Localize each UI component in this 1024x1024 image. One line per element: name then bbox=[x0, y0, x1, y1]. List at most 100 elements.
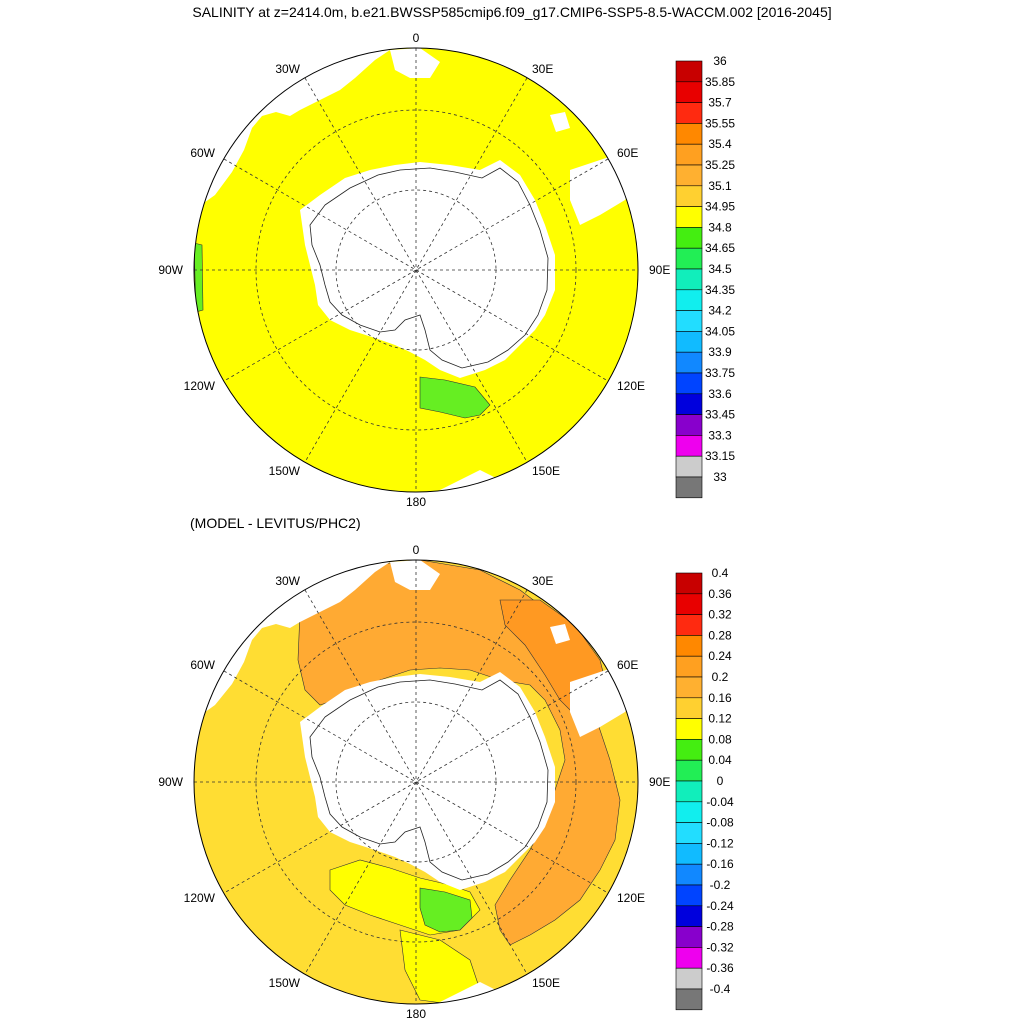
top-colorbar-swatch bbox=[675, 476, 703, 499]
bottom-colorbar-label: 0 bbox=[717, 774, 724, 788]
top-map: 0 30E 60E 90E 120E 150E 180 150W 120W 90… bbox=[158, 31, 670, 509]
top-colorbar-swatch bbox=[675, 185, 703, 207]
top-colorbar-label: 33.15 bbox=[705, 449, 735, 463]
top-map-graticule bbox=[194, 48, 638, 492]
bottom-colorbar-label: -0.28 bbox=[706, 920, 734, 934]
top-lon-150w: 150W bbox=[269, 464, 301, 478]
top-lon-150e: 150E bbox=[532, 464, 560, 478]
top-colorbar-swatch bbox=[675, 247, 703, 270]
bottom-colorbar-swatch bbox=[675, 843, 703, 865]
bottom-colorbar-swatch bbox=[675, 801, 703, 823]
bottom-colorbar-label: 0.12 bbox=[708, 712, 732, 726]
top-lon-0: 0 bbox=[413, 31, 420, 45]
figure-title: SALINITY at z=2414.0m, b.e21.BWSSP585cmi… bbox=[192, 4, 832, 20]
top-map-land-southamerica bbox=[194, 48, 390, 210]
bottom-colorbar-swatch bbox=[675, 822, 703, 844]
bot-lon-90w: 90W bbox=[158, 775, 183, 789]
top-colorbar-label: 35.4 bbox=[708, 137, 732, 151]
top-colorbar-swatch bbox=[675, 206, 703, 228]
bottom-map-coastline bbox=[309, 679, 549, 881]
bottom-colorbar-label: 0.16 bbox=[708, 691, 732, 705]
bottom-colorbar-label: 0.28 bbox=[708, 628, 732, 642]
top-colorbar-label: 34.5 bbox=[708, 262, 732, 276]
top-map-land-atlantic-gap bbox=[390, 48, 440, 78]
bot-lon-120w: 120W bbox=[184, 891, 216, 905]
top-colorbar-label: 33 bbox=[713, 470, 727, 484]
top-colorbar-label: 36 bbox=[713, 54, 727, 68]
top-colorbar-label: 33.6 bbox=[708, 387, 732, 401]
top-colorbar-label: 35.25 bbox=[705, 158, 735, 172]
top-lon-90w: 90W bbox=[158, 263, 183, 277]
top-colorbar-swatch bbox=[675, 102, 703, 124]
bot-lon-60w: 60W bbox=[190, 658, 215, 672]
top-colorbar: 36 35.85 35.7 35.55 35.4 35.25 35.1 34.95 34.8 34… bbox=[675, 54, 735, 499]
bottom-colorbar: 0.4 0.36 0.32 0.28 0.24 0.2 0.16 0.12 0.08 0.04 0 -… bbox=[675, 566, 734, 1011]
bottom-map-land-southamerica bbox=[194, 560, 390, 720]
top-lon-120w: 120W bbox=[184, 379, 216, 393]
bottom-colorbar-label: 0.32 bbox=[708, 608, 732, 622]
bottom-colorbar-label: 0.4 bbox=[712, 566, 729, 580]
bottom-colorbar-label: 0.08 bbox=[708, 732, 732, 746]
bottom-colorbar-swatch bbox=[675, 967, 703, 990]
bottom-colorbar-label: -0.24 bbox=[706, 899, 734, 913]
top-lon-90e: 90E bbox=[649, 263, 670, 277]
bottom-colorbar-label: -0.04 bbox=[706, 795, 734, 809]
top-colorbar-label: 34.65 bbox=[705, 241, 735, 255]
bottom-map-subtitle: (MODEL - LEVITUS/PHC2) bbox=[190, 515, 361, 531]
top-lon-60e: 60E bbox=[617, 146, 638, 160]
bottom-colorbar-label: -0.4 bbox=[710, 982, 731, 996]
bottom-colorbar-label: 0.04 bbox=[708, 753, 732, 767]
top-colorbar-swatch bbox=[675, 60, 703, 83]
bottom-colorbar-swatch bbox=[675, 759, 703, 782]
top-colorbar-swatch bbox=[675, 372, 703, 395]
bot-lon-30e: 30E bbox=[532, 574, 553, 588]
bot-lon-60e: 60E bbox=[617, 658, 638, 672]
bottom-map-antarctica bbox=[300, 672, 555, 890]
top-colorbar-label: 33.3 bbox=[708, 428, 732, 442]
top-lon-120e: 120E bbox=[617, 379, 645, 393]
top-colorbar-swatch bbox=[675, 164, 703, 187]
bottom-colorbar-swatch bbox=[675, 863, 703, 886]
bot-lon-120e: 120E bbox=[617, 891, 645, 905]
bottom-map: 0 30E 60E 90E 120E 150E 180 150W 120W 90… bbox=[158, 543, 670, 1021]
top-colorbar-swatch bbox=[675, 393, 703, 415]
bottom-colorbar-label: -0.32 bbox=[706, 940, 734, 954]
bottom-map-island bbox=[550, 624, 570, 644]
top-colorbar-label: 33.9 bbox=[708, 345, 732, 359]
top-colorbar-label: 33.45 bbox=[705, 408, 735, 422]
bottom-map-green-ross bbox=[419, 887, 473, 933]
bot-lon-90e: 90E bbox=[649, 775, 670, 789]
top-map-green-west bbox=[194, 242, 204, 313]
top-map-coastline bbox=[309, 167, 549, 369]
top-map-antarctica bbox=[300, 160, 555, 378]
top-colorbar-label: 35.7 bbox=[708, 96, 732, 110]
top-colorbar-swatch bbox=[675, 331, 703, 353]
bottom-colorbar-swatch bbox=[675, 655, 703, 678]
bottom-map-frame bbox=[193, 559, 639, 1005]
top-colorbar-swatch bbox=[675, 81, 703, 103]
bottom-colorbar-swatch bbox=[675, 697, 703, 719]
bottom-colorbar-swatch bbox=[675, 572, 703, 595]
top-colorbar-swatch bbox=[675, 414, 703, 436]
top-lon-30w: 30W bbox=[275, 62, 300, 76]
bottom-colorbar-swatch bbox=[675, 905, 703, 927]
top-colorbar-label: 34.05 bbox=[705, 324, 735, 338]
bot-lon-0: 0 bbox=[413, 543, 420, 557]
bottom-colorbar-label: -0.08 bbox=[706, 816, 734, 830]
bottom-colorbar-swatch bbox=[675, 780, 703, 803]
bot-lon-180: 180 bbox=[406, 1007, 426, 1021]
bottom-colorbar-swatch bbox=[675, 718, 703, 740]
top-lon-60w: 60W bbox=[190, 146, 215, 160]
top-colorbar-swatch bbox=[675, 227, 703, 249]
bottom-colorbar-label: 0.24 bbox=[708, 649, 732, 663]
top-map-island bbox=[550, 112, 570, 132]
bottom-colorbar-swatch bbox=[675, 739, 703, 761]
top-colorbar-swatch bbox=[675, 310, 703, 332]
top-colorbar-label: 33.75 bbox=[705, 366, 735, 380]
bottom-colorbar-swatch bbox=[675, 926, 703, 948]
bottom-colorbar-swatch bbox=[675, 988, 703, 1011]
top-lon-180: 180 bbox=[406, 495, 426, 509]
top-colorbar-swatch bbox=[675, 351, 703, 374]
bottom-colorbar-label: 0.2 bbox=[712, 670, 729, 684]
